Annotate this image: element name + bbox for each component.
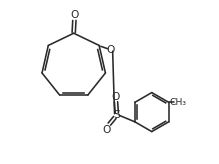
Text: O: O (106, 45, 114, 55)
Text: O: O (70, 10, 79, 20)
Text: CH₃: CH₃ (169, 98, 186, 107)
Text: O: O (112, 92, 120, 102)
Text: O: O (102, 125, 110, 135)
Text: S: S (113, 110, 120, 120)
